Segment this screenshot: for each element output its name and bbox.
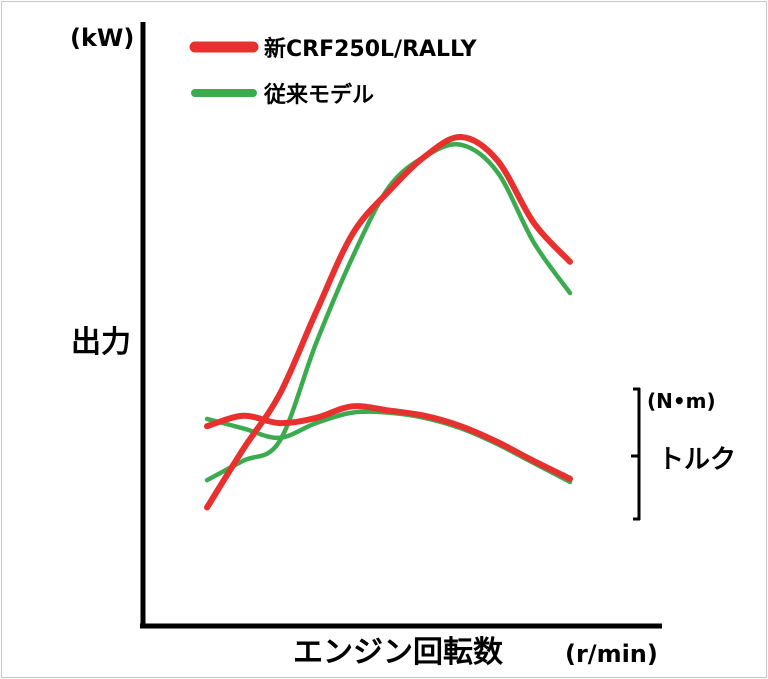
power-curve-new: [204, 134, 573, 511]
torque-scale-bracket: [631, 387, 641, 521]
legend: 新CRF250L/RALLY 従来モデル: [189, 36, 478, 108]
legend-label-old: 従来モデル: [263, 82, 374, 108]
y-axis-label: 出力: [71, 325, 131, 360]
axes: [140, 22, 662, 629]
torque-curve-new: [204, 403, 573, 482]
y-unit-label: (kW): [70, 24, 134, 52]
series-layer: [204, 134, 573, 511]
x-axis-label: エンジン回転数: [293, 635, 504, 670]
torque-label: トルク: [658, 445, 736, 475]
torque-unit-label: (N•m): [647, 389, 716, 413]
x-unit-label: (r/min): [565, 640, 658, 668]
legend-label-new: 新CRF250L/RALLY: [264, 36, 478, 62]
